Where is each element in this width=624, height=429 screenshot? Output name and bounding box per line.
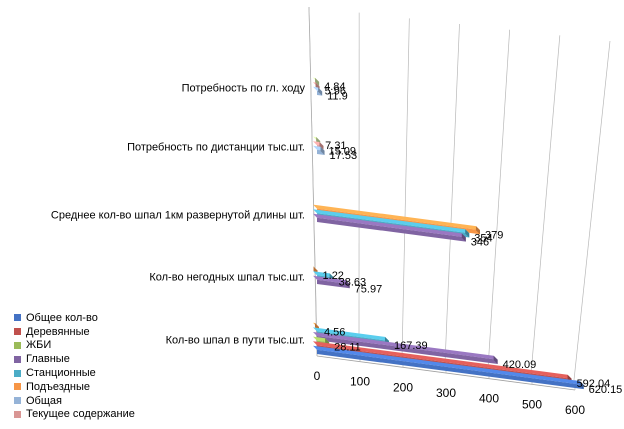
data-label: 38.63 <box>339 277 367 289</box>
legend-item: Станционные <box>14 366 135 380</box>
legend-label: Деревянные <box>26 325 90 338</box>
bar <box>317 336 498 365</box>
data-label: 4.56 <box>324 326 345 338</box>
legend-item: Текущее содержание <box>14 408 135 422</box>
x-axis-ticks: 0 100 200 300 400 500 600 <box>314 369 586 417</box>
data-label: 420.09 <box>503 359 537 371</box>
data-label: 17.53 <box>330 150 358 162</box>
category-label: Потребность по гл. ходу <box>182 82 306 94</box>
bar-top <box>313 275 350 285</box>
legend-swatch <box>14 328 21 336</box>
legend-item: Деревянные <box>14 325 135 339</box>
legend-swatch <box>14 383 21 391</box>
bar <box>317 217 466 242</box>
legend: Общее кол-во Деревянные ЖБИ Главные Станцион… <box>14 311 135 421</box>
legend-swatch <box>14 314 21 322</box>
data-label: 592.04 <box>577 378 611 390</box>
data-label: 354 <box>474 232 492 244</box>
category-label: Среднее кол-во шпал 1км развернутой длин… <box>51 209 305 221</box>
gridline <box>530 35 561 375</box>
bar-end <box>320 146 325 155</box>
bar-end <box>475 226 480 235</box>
gridline <box>487 29 511 369</box>
bar-end <box>319 142 324 151</box>
legend-item: ЖБИ <box>14 339 135 353</box>
data-label: 7.31 <box>325 140 346 152</box>
data-label: 346 <box>471 237 489 249</box>
bar-top <box>313 213 466 238</box>
legend-label: Текущее содержание <box>26 408 135 421</box>
data-label: 379 <box>485 229 503 241</box>
data-label: 75.97 <box>355 283 383 295</box>
bar-end <box>579 380 584 390</box>
data-label: 1.22 <box>323 270 344 282</box>
bar <box>317 349 584 390</box>
category-label: Потребность по дистанции тыс.шт. <box>127 141 305 153</box>
legend-swatch <box>14 369 21 377</box>
legend-item: Подъездные <box>14 380 135 394</box>
bar-top <box>313 209 470 234</box>
data-label: 5.96 <box>325 86 346 98</box>
bar-top <box>313 271 334 278</box>
legend-item: Общая <box>14 394 135 408</box>
bar-end <box>461 233 466 242</box>
legend-label: Станционные <box>26 367 96 380</box>
bars <box>313 77 584 390</box>
legend-swatch <box>14 355 21 363</box>
bar-top <box>313 204 480 231</box>
legend-swatch <box>14 397 21 405</box>
bar-end <box>318 87 323 96</box>
bar-top <box>313 336 330 343</box>
x-tick-label: 200 <box>393 380 413 394</box>
bar-end <box>345 280 350 289</box>
bar-end <box>315 77 320 87</box>
gridline <box>401 18 410 358</box>
gridline <box>573 40 611 381</box>
data-label: 15.09 <box>328 145 356 157</box>
data-label: 620.15 <box>589 384 623 396</box>
legend-swatch <box>14 410 21 418</box>
legend-label: ЖБИ <box>26 339 52 352</box>
gridline <box>444 23 460 364</box>
bar-end <box>493 355 498 365</box>
bar-top <box>313 345 584 385</box>
legend-item: Главные <box>14 352 135 366</box>
legend-swatch <box>14 341 21 349</box>
category-labels: Кол-во шпал в пути тыс.шт. Кол-во негодны… <box>51 82 306 346</box>
gridline <box>308 6 318 347</box>
legend-label: Главные <box>26 353 70 366</box>
x-tick-label: 0 <box>314 369 321 383</box>
bar-top <box>313 332 498 360</box>
category-label: Кол-во шпал в пути тыс.шт. <box>166 335 305 347</box>
data-label: 28.11 <box>334 341 361 353</box>
x-tick-label: 400 <box>479 392 499 406</box>
gridlines <box>308 6 611 390</box>
x-tick-label: 100 <box>350 375 370 389</box>
category-label: Кол-во негодных шпал тыс.шт. <box>149 271 305 283</box>
legend-label: Подъездные <box>26 380 91 393</box>
x-tick-label: 500 <box>522 397 542 411</box>
x-tick-label: 600 <box>565 403 585 417</box>
bar-end <box>465 229 470 238</box>
bar <box>317 279 350 289</box>
legend-label: Общая <box>26 394 62 407</box>
data-label: 11.9 <box>327 91 348 103</box>
bar-top <box>313 341 572 379</box>
bar-top <box>313 327 389 341</box>
legend-label: Общее кол-во <box>26 311 98 324</box>
legend-item: Общее кол-во <box>14 311 135 325</box>
x-tick-label: 300 <box>436 386 456 400</box>
data-label: 4.84 <box>324 81 345 93</box>
data-label: 167.39 <box>394 340 428 352</box>
